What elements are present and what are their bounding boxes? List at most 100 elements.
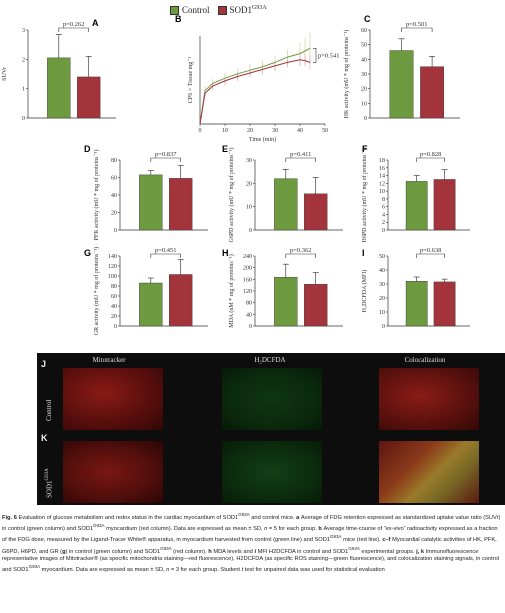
y-tick-label-f: 2 [382,220,385,226]
caption-segment: = 5 for each group. [267,526,319,533]
y-tick-label-a: 1 [22,87,25,93]
caption-segment: MFI H2DCFDA in control and SOD1 [257,548,349,555]
bar-c-control [389,50,414,119]
row-label-control: Control [45,399,53,421]
significance-bracket-d [150,157,182,162]
y-tick-label-g: 40 [111,304,117,310]
caption-segment: n [166,566,170,573]
y-tick-label-f: 10 [379,189,385,195]
y-tick-label-f: 18 [379,158,385,164]
y-tick-label-d: 0 [114,228,117,234]
legend-item-sod1: SOD1G93A [217,5,267,15]
column-header-colocalization: Colocalization [404,356,446,364]
bar-h-control [274,277,298,327]
y-tick-label-f: 12 [379,181,385,187]
y-tick-label-c: 10 [361,101,367,107]
caption-segment: a [296,514,301,521]
y-tick-label-g: 0 [114,324,117,330]
caption-segment: myocardium (red column). Data are expres… [104,526,265,533]
series-line-b-control [199,47,311,125]
legend-swatch-sod1 [217,5,227,15]
caption-segment: Evaluation of glucose metabolism and red… [18,514,239,521]
p-value-c: p=0.501 [406,21,428,28]
y-tick-label-h: 240 [243,254,252,260]
bar-e-control [274,178,298,231]
y-tick-label-i: 50 [379,254,385,260]
significance-bracket-b [313,48,317,63]
y-tick-label-e: 30 [246,158,252,164]
y-axis-label-a: SUVr [2,67,8,81]
y-axis-label-h: MDA (nM * mg of proteins⁻¹) [228,254,235,327]
caption-segment: = 3 for each group. Student [169,566,242,573]
p-value-g: p=0.451 [155,247,177,254]
p-value-f: p=0.828 [420,151,442,158]
caption-segment: test for unpaired data was used for stat… [243,566,385,573]
y-tick-label-i: 40 [379,268,385,274]
bar-e-sod1 [304,193,328,231]
bar-d-sod1 [169,178,193,231]
caption-segment: b [318,526,324,533]
panel-letter-c: C [364,14,371,24]
y-tick-label-c: 20 [361,87,367,93]
bar-g-control [139,282,163,327]
y-axis-label-d: PFK activity (mU * mg of proteins⁻¹) [93,150,100,241]
panel-letter-a: A [92,18,99,28]
caption-segment: G93A [160,545,172,551]
figure-caption: Fig. 6 Evaluation of glucose metabolism … [2,511,502,574]
x-tick-label-b: 30 [272,128,278,134]
caption-segment: (red column). [171,548,209,555]
x-tick-label-b: 50 [322,128,328,134]
micro-control-h2dcfda [222,368,322,430]
panel-letter-d: D [84,144,91,154]
caption-segment: G93A [348,545,360,551]
y-tick-label-i: 0 [382,324,385,330]
caption-segment: n [264,526,268,533]
caption-segment: i [254,548,258,555]
x-tick-label-b: 10 [222,128,228,134]
legend: Control SOD1G93A [170,3,267,17]
caption-segment: and control mice. [249,514,297,521]
caption-segment: mice (red line). [341,537,383,544]
y-tick-label-a: 0 [22,116,25,122]
significance-bracket-c [401,27,433,32]
y-tick-label-g: 140 [108,254,117,260]
legend-item-control: Control [170,5,210,15]
series-line-b-sod1 [199,59,311,125]
column-header-h2dcfda: H₂DCFDA [254,356,286,364]
immunofluorescence-grid: Mitotracker H₂DCFDA Colocalization J K C… [37,353,505,505]
y-tick-label-g: 120 [108,264,117,270]
bar-c-sod1 [420,66,444,119]
caption-segment: ) in control (green column) and SOD1 [65,548,161,555]
y-tick-label-f: 8 [382,197,385,203]
bar-h-sod1 [304,284,328,327]
caption-segment: G93A [238,512,250,517]
p-value-d: p=0.837 [155,151,177,158]
bar-f-sod1 [433,179,456,231]
y-tick-label-f: 0 [382,228,385,234]
x-tick-label-b: 0 [199,128,202,134]
p-value-a: p=0.262 [63,21,85,28]
y-axis-label-g: GR activity (mU * mg of proteins⁻¹) [93,247,100,335]
column-header-mitotracker: Mitotracker [92,356,126,364]
y-tick-label-e: 10 [246,205,252,211]
y-tick-label-h: 80 [246,301,252,307]
caption-segment: g [62,548,66,555]
y-tick-label-h: 120 [243,289,252,295]
y-tick-label-a: 2 [22,57,25,63]
micro-sod1-mitotracker [63,441,163,503]
x-axis-label-b: Time (min) [249,136,276,143]
y-tick-label-g: 80 [111,284,117,290]
panel-letter-f: F [362,144,368,154]
micro-control-mitotracker [63,368,163,430]
p-value-b: p=0.541 [318,52,340,59]
bar-i-sod1 [433,281,456,327]
y-tick-label-d: 80 [111,158,117,164]
y-tick-label-c: 60 [361,28,367,34]
legend-swatch-control [170,5,179,15]
x-tick-label-b: 20 [247,128,253,134]
caption-segment: Immunofluorescence representative images… [2,548,500,573]
y-tick-label-h: 160 [243,277,252,283]
y-tick-label-g: 100 [108,274,117,280]
micro-control-colocalization [379,368,479,430]
p-value-i: p=0.638 [420,247,442,254]
